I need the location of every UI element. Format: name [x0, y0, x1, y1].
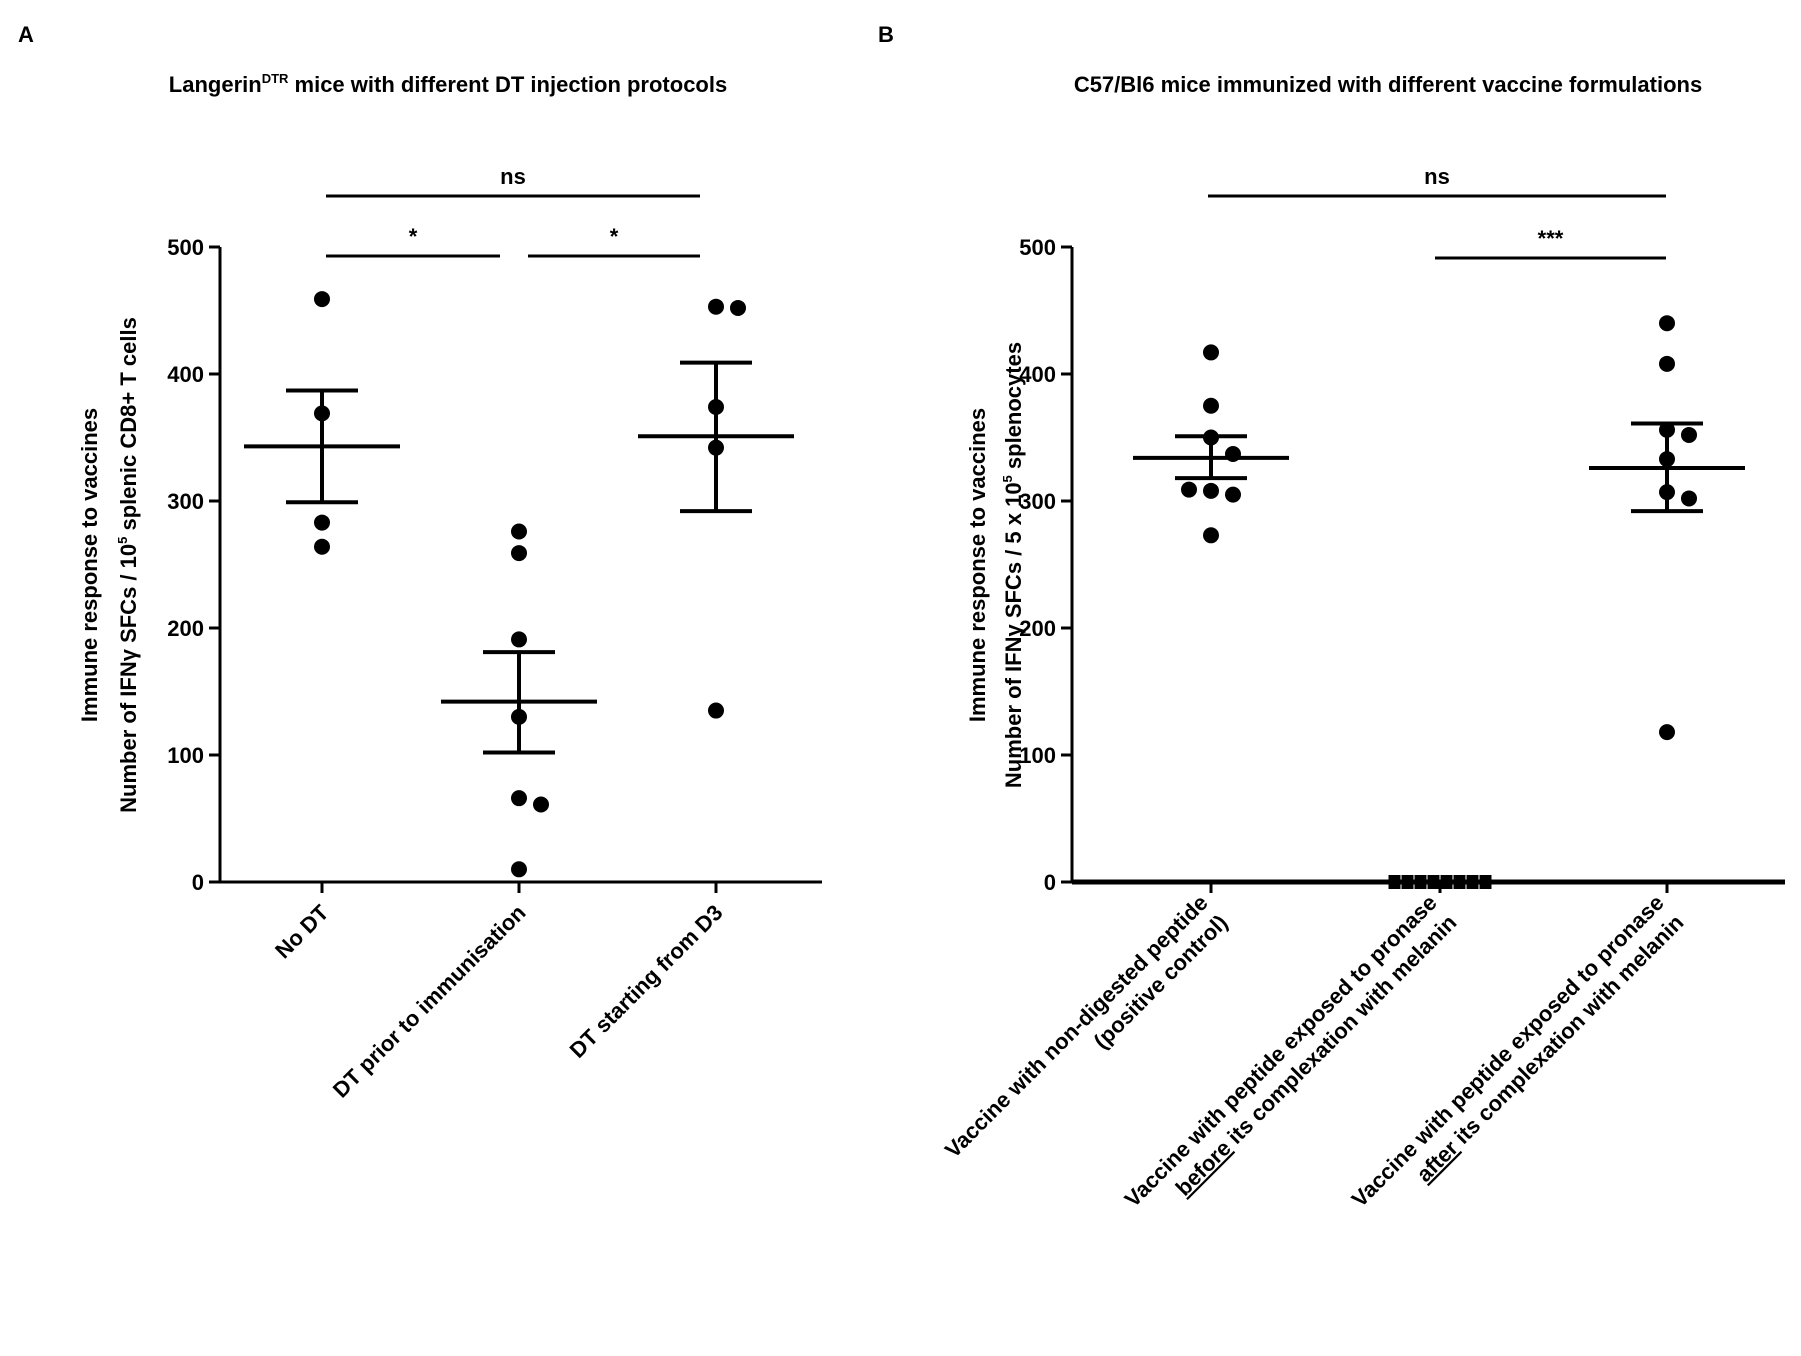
data-point: [730, 299, 746, 316]
chart-title: C57/Bl6 mice immunized with different va…: [1074, 72, 1702, 97]
panel-a: A LangerinDTR mice with different DT inje…: [18, 22, 822, 1102]
data-point: [1414, 875, 1427, 889]
y-axis-label-text: splenic CD8+ T cells: [116, 317, 141, 536]
data-point: [1181, 481, 1197, 498]
chart-title-sup: DTR: [262, 71, 289, 86]
y-axis-label-line2: Number of IFNγ SFCs / 105 splenic CD8+ T…: [115, 317, 141, 813]
significance-label: ***: [1538, 226, 1564, 251]
data-point: [708, 439, 724, 456]
y-axis-label-line2: Number of IFNγ SFCs / 5 x 105 splenocyte…: [1000, 342, 1026, 788]
data-point: [511, 790, 527, 807]
data-point: [1203, 482, 1219, 499]
x-category-label-rest: its complexation with melanin: [1445, 910, 1688, 1153]
significance-label: ns: [1424, 164, 1450, 189]
data-point: [1203, 344, 1219, 361]
data-point: [511, 631, 527, 648]
data-point: [511, 523, 527, 540]
data-point: [511, 861, 527, 878]
data-point: [511, 708, 527, 725]
y-axis-label-text: Number of IFNγ SFCs / 5 x 10: [1001, 482, 1026, 788]
data-point: [1659, 484, 1675, 501]
significance-label: *: [610, 224, 619, 249]
y-axis-label-line1: Immune response to vaccines: [77, 408, 102, 722]
y-tick-label: 200: [167, 616, 204, 641]
y-tick-label: 200: [1019, 616, 1056, 641]
data-point: [708, 702, 724, 719]
y-tick-label: 400: [167, 362, 204, 387]
data-point: [1453, 875, 1466, 889]
data-point: [1659, 315, 1675, 332]
data-point: [1659, 355, 1675, 372]
data-point: [1681, 490, 1697, 507]
data-point: [1225, 486, 1241, 503]
y-tick-label: 500: [167, 235, 204, 260]
x-category-label-line: Vaccine with non-digested peptide: [940, 890, 1213, 1163]
panel-letter: B: [878, 22, 894, 47]
y-tick-label: 0: [192, 870, 204, 895]
data-point: [314, 291, 330, 308]
y-tick-label: 100: [1019, 743, 1056, 768]
x-category-label: No DT: [270, 899, 334, 963]
y-tick-label: 0: [1044, 870, 1056, 895]
data-point: [533, 796, 549, 813]
data-point: [1659, 451, 1675, 468]
panel-b: B C57/Bl6 mice immunized with different v…: [878, 22, 1785, 1212]
y-tick-label: 300: [1019, 489, 1056, 514]
data-point: [1479, 875, 1492, 889]
data-point: [1203, 429, 1219, 446]
data-point: [314, 405, 330, 422]
y-axis-label-text: Number of IFNγ SFCs / 10: [116, 544, 141, 813]
y-axis-label-sup: 5: [1000, 475, 1015, 482]
y-axis-label-line1: Immune response to vaccines: [965, 408, 990, 722]
data-point: [1466, 875, 1479, 889]
data-point: [1388, 875, 1401, 889]
significance-label: ns: [500, 164, 526, 189]
x-category-label: DT prior to immunisation: [328, 900, 531, 1103]
y-tick-label: 500: [1019, 235, 1056, 260]
y-axis-label-sup: 5: [115, 537, 130, 544]
x-category-label: DT starting from D3: [565, 900, 728, 1063]
data-point: [314, 514, 330, 531]
y-tick-label: 400: [1019, 362, 1056, 387]
data-point: [708, 298, 724, 315]
data-point: [1401, 875, 1414, 889]
x-category-label-line: DT prior to immunisation: [328, 900, 531, 1103]
data-point: [1681, 426, 1697, 443]
data-point: [708, 399, 724, 416]
data-point: [1440, 875, 1453, 889]
data-point: [314, 538, 330, 555]
chart-title-rest: mice with different DT injection protoco…: [288, 72, 727, 97]
x-category-label-line: after its complexation with melanin: [1411, 910, 1688, 1187]
chart-title-main: Langerin: [169, 72, 262, 97]
data-point: [511, 545, 527, 562]
chart-title: LangerinDTR mice with different DT injec…: [169, 71, 727, 97]
data-point: [1427, 875, 1440, 889]
y-axis-label-text: splenocytes: [1001, 342, 1026, 475]
x-category-label-line: DT starting from D3: [565, 900, 728, 1063]
data-point: [1659, 724, 1675, 741]
data-point: [1203, 527, 1219, 544]
data-point: [1659, 421, 1675, 438]
x-category-label-line: No DT: [270, 899, 334, 963]
chart-title-main: C57/Bl6 mice immunized with different va…: [1074, 72, 1702, 97]
significance-label: *: [409, 224, 418, 249]
y-tick-label: 300: [167, 489, 204, 514]
y-tick-label: 100: [167, 743, 204, 768]
data-point: [1225, 446, 1241, 463]
data-point: [1203, 397, 1219, 414]
panel-letter: A: [18, 22, 34, 47]
